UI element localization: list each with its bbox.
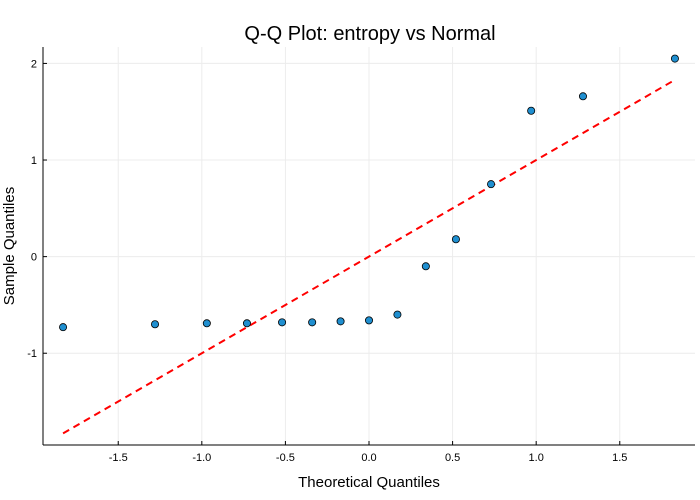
grid <box>43 47 695 445</box>
data-points <box>59 54 679 332</box>
data-point <box>59 323 68 332</box>
x-tick-label: 0.5 <box>445 452 460 464</box>
x-tick-label: -1.5 <box>109 452 128 464</box>
data-point <box>578 92 587 101</box>
data-point <box>242 319 251 328</box>
chart-title: Q-Q Plot: entropy vs Normal <box>244 23 495 45</box>
data-point <box>670 54 679 63</box>
data-point <box>393 310 402 319</box>
x-tick-label: -0.5 <box>276 452 295 464</box>
y-tick-label: -1 <box>27 348 37 360</box>
data-point <box>336 317 345 326</box>
x-tick-label: 0.0 <box>361 452 376 464</box>
data-point <box>451 235 460 244</box>
x-tick-label: 1.0 <box>529 452 544 464</box>
y-tick-label: 2 <box>31 58 37 70</box>
data-point <box>202 319 211 328</box>
y-axis-label: Sample Quantiles <box>1 187 18 305</box>
data-point <box>278 318 287 327</box>
axes <box>42 47 695 446</box>
x-tick-label: -1.0 <box>192 452 211 464</box>
data-point <box>421 262 430 271</box>
data-point <box>364 316 373 325</box>
y-tick-label: 1 <box>31 155 37 167</box>
reference-line <box>62 78 676 435</box>
reference-line-group <box>62 78 676 435</box>
x-axis-label: Theoretical Quantiles <box>298 474 440 491</box>
tick-labels: -1.5 -1.0 -0.5 0.0 0.5 1.0 1.5 -1 0 1 2 <box>27 58 627 464</box>
data-point <box>487 180 496 189</box>
data-point <box>151 320 160 329</box>
data-point <box>308 318 317 327</box>
data-point <box>527 106 536 115</box>
x-tick-label: 1.5 <box>612 452 627 464</box>
y-tick-label: 0 <box>31 252 37 264</box>
